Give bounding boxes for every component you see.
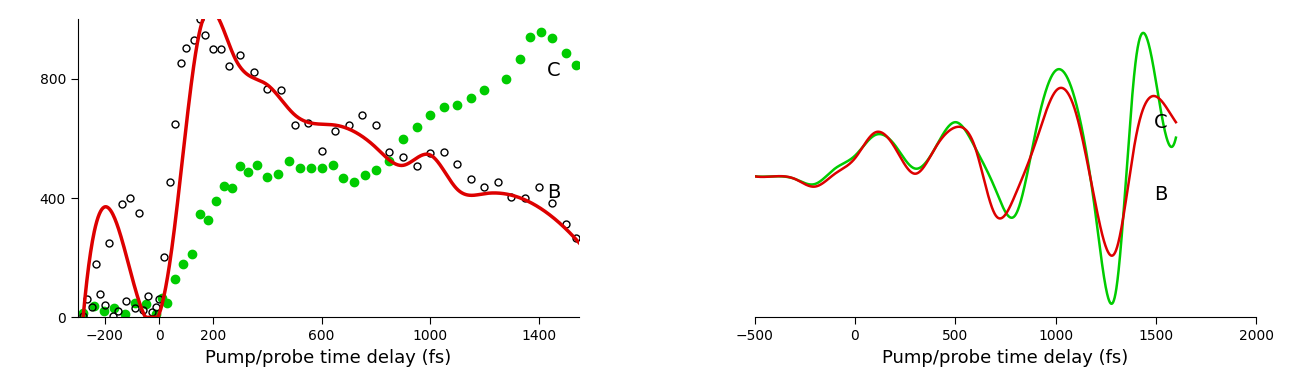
Text: C: C xyxy=(546,60,561,79)
X-axis label: Pump/probe time delay (fs): Pump/probe time delay (fs) xyxy=(882,349,1128,367)
Text: B: B xyxy=(1154,185,1167,204)
Text: B: B xyxy=(546,183,559,202)
Text: C: C xyxy=(1154,113,1168,132)
X-axis label: Pump/probe time delay (fs): Pump/probe time delay (fs) xyxy=(206,349,452,367)
